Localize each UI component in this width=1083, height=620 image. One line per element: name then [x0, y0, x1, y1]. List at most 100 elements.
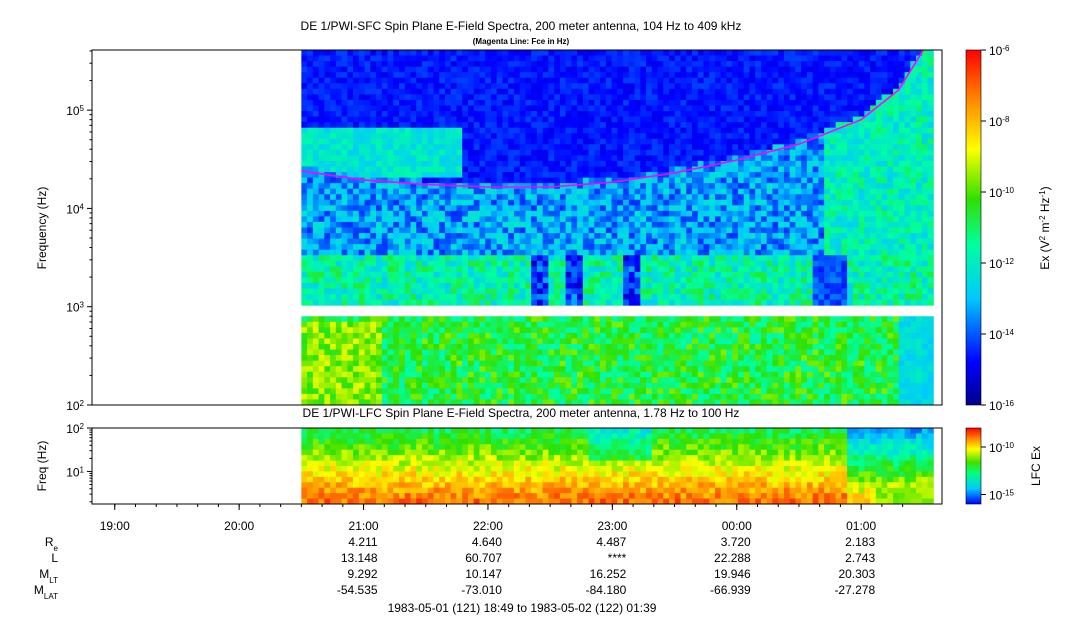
sfc-cell [623, 72, 630, 79]
sfc-cell [617, 327, 624, 334]
sfc-cell [669, 338, 676, 345]
sfc-cell [577, 366, 584, 373]
sfc-cell [651, 149, 659, 156]
sfc-cell [422, 116, 429, 123]
sfc-cell [542, 399, 549, 405]
sfc-cell [456, 149, 463, 156]
sfc-cell [439, 382, 446, 389]
sfc-cell [335, 149, 343, 156]
sfc-cell [577, 260, 584, 267]
sfc-cell [387, 316, 394, 323]
sfc-cell [531, 399, 538, 405]
sfc-cell [542, 255, 549, 262]
sfc-cell [686, 99, 693, 106]
sfc-cell [743, 99, 750, 106]
sfc-cell [404, 133, 412, 140]
sfc-cell [422, 355, 429, 362]
sfc-cell [577, 316, 584, 323]
sfc-cell [571, 316, 578, 323]
sfc-cell [376, 55, 383, 62]
sfc-cell [456, 55, 463, 62]
sfc-cell [312, 183, 320, 190]
sfc-cell [450, 94, 457, 101]
sfc-cell [307, 366, 314, 373]
sfc-cell [479, 94, 486, 101]
sfc-cell [318, 349, 325, 356]
sfc-cell [726, 360, 733, 367]
sfc-cell [571, 221, 578, 228]
sfc-cell [502, 238, 509, 245]
sfc-cell [686, 294, 693, 301]
sfc-cell [600, 288, 607, 295]
sfc-cell [490, 166, 498, 173]
sfc-cell [502, 210, 509, 217]
sfc-cell [634, 266, 641, 273]
sfc-cell [737, 299, 745, 306]
sfc-cell [669, 277, 676, 284]
sfc-cell [755, 205, 762, 212]
sfc-cell [324, 277, 331, 284]
sfc-cell [479, 343, 486, 351]
sfc-cell [743, 349, 750, 356]
sfc-cell [686, 366, 693, 373]
sfc-cell [485, 172, 492, 179]
sfc-cell [640, 188, 647, 195]
sfc-cell [651, 371, 659, 378]
sfc-cell [737, 260, 745, 267]
sfc-cell [496, 77, 503, 84]
sfc-cell [646, 294, 653, 301]
sfc-cell [588, 149, 595, 156]
sfc-cell [416, 277, 423, 284]
sfc-cell [577, 382, 584, 389]
sfc-cell [410, 294, 417, 301]
sfc-cell [692, 366, 699, 373]
sfc-cell [548, 77, 555, 84]
sfc-cell [749, 88, 756, 95]
sfc-cell [473, 172, 480, 179]
sfc-cell [674, 382, 682, 389]
sfc-cell [594, 227, 601, 234]
sfc-cell [301, 149, 308, 156]
sfc-cell [697, 177, 704, 184]
sfc-cell [611, 244, 618, 251]
sfc-cell [347, 266, 354, 273]
sfc-cell [640, 99, 647, 106]
sfc-cell [490, 194, 498, 201]
sfc-cell [669, 50, 676, 57]
sfc-cell [427, 260, 434, 267]
sfc-cell [640, 105, 647, 112]
sfc-cell [588, 382, 595, 389]
sfc-cell [301, 116, 308, 123]
sfc-cell [404, 399, 412, 405]
sfc-cell [726, 371, 733, 378]
sfc-cell [582, 393, 590, 400]
sfc-cell [508, 72, 515, 79]
sfc-cell [450, 216, 457, 223]
sfc-cell [594, 299, 601, 306]
sfc-cell [450, 277, 457, 284]
sfc-cell [312, 172, 320, 179]
sfc-cell [410, 382, 417, 389]
sfc-cell [399, 160, 406, 167]
sfc-cell [444, 371, 452, 378]
sfc-cell [531, 321, 538, 328]
sfc-cell [577, 122, 584, 129]
sfc-cell [422, 227, 429, 234]
sfc-cell [473, 83, 480, 90]
sfc-cell [456, 122, 463, 129]
sfc-cell [473, 393, 480, 400]
sfc-cell [714, 377, 722, 384]
sfc-cell [709, 399, 716, 405]
sfc-cell [335, 166, 343, 173]
sfc-cell [479, 194, 486, 201]
sfc-cell [594, 233, 601, 240]
sfc-cell [307, 72, 314, 79]
sfc-cell [462, 260, 469, 267]
sfc-cell [381, 177, 389, 184]
sfc-cell [456, 233, 463, 240]
sfc-cell [577, 188, 584, 195]
sfc-cell [726, 155, 733, 162]
sfc-cell [559, 160, 567, 167]
sfc-cell [381, 316, 389, 323]
sfc-cell [387, 122, 394, 129]
